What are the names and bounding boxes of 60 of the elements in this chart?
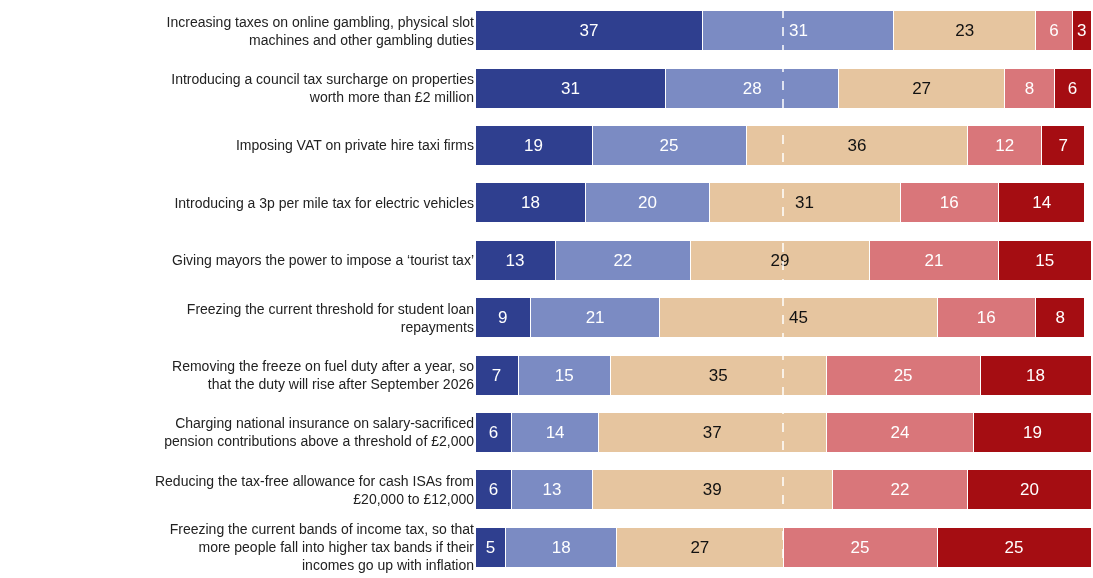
data-label: 15 xyxy=(1035,250,1055,270)
data-label: 22 xyxy=(890,480,910,500)
data-label: 21 xyxy=(924,250,944,270)
data-label: 39 xyxy=(702,480,722,500)
y-tick-label: Charging national insurance on salary-sacrificed pension contributions above a threshold of £2,000 xyxy=(164,415,475,450)
data-label: 6 xyxy=(488,480,499,500)
data-label: 14 xyxy=(545,423,565,442)
data-label: 31 xyxy=(561,78,580,98)
data-label: 14 xyxy=(1032,193,1052,213)
data-label: 27 xyxy=(690,537,710,557)
data-label: 25 xyxy=(893,365,913,385)
data-label: 16 xyxy=(939,193,959,213)
data-label: 12 xyxy=(995,136,1015,155)
data-label: 20 xyxy=(638,193,657,213)
data-label: 8 xyxy=(1055,308,1065,328)
data-label: 21 xyxy=(585,308,605,328)
data-label: 15 xyxy=(554,365,574,385)
data-label: 31 xyxy=(795,193,815,213)
y-tick-label: Freezing the current threshold for student loan repayments xyxy=(186,300,474,335)
data-label: 36 xyxy=(847,136,867,155)
data-label: 13 xyxy=(542,480,562,500)
data-label: 3 xyxy=(1077,21,1087,41)
data-label: 35 xyxy=(708,365,728,385)
y-tick-label: Freezing the current bands of income tax, so that more people fall into higher tax bands if their incomes go up with inflation xyxy=(169,521,475,574)
data-label: 6 xyxy=(488,423,499,442)
data-label: 31 xyxy=(788,21,808,41)
data-label: 25 xyxy=(659,136,679,155)
data-label: 9 xyxy=(497,308,508,328)
data-label: 8 xyxy=(1024,78,1035,98)
y-tick-label: Introducing a council tax surcharge on properties worth more than £2 million xyxy=(171,70,474,106)
data-label: 29 xyxy=(770,250,790,270)
data-label: 6 xyxy=(1067,78,1078,98)
data-label: 28 xyxy=(742,78,762,98)
data-label: 25 xyxy=(1004,537,1024,557)
data-label: 19 xyxy=(1023,423,1042,442)
data-label: 25 xyxy=(850,537,870,557)
data-label: 6 xyxy=(1049,21,1059,41)
data-label: 37 xyxy=(702,423,722,442)
data-label: 18 xyxy=(520,193,540,213)
y-tick-label: Imposing VAT on private hire taxi firms xyxy=(235,137,474,154)
y-tick-label: Introducing a 3p per mile tax for electric vehicles xyxy=(174,194,474,211)
y-tick-label: Reducing the tax-free allowance for cash ISAs from £20,000 to £12,000 xyxy=(154,472,475,507)
data-label: 13 xyxy=(505,250,525,270)
y-tick-label: Increasing taxes on online gambling, physical slot machines and other gambling duties xyxy=(166,13,475,48)
data-label: 27 xyxy=(912,78,932,98)
data-label: 24 xyxy=(890,423,910,442)
data-label: 18 xyxy=(551,537,571,557)
data-label: 16 xyxy=(976,308,996,328)
data-label: 19 xyxy=(524,136,543,155)
data-label: 5 xyxy=(485,537,496,557)
data-label: 45 xyxy=(788,308,808,328)
data-label: 23 xyxy=(955,21,975,41)
data-label: 18 xyxy=(1026,365,1046,385)
data-label: 20 xyxy=(1019,480,1039,500)
data-label: 7 xyxy=(491,365,502,385)
y-tick-label: Removing the freeze on fuel duty after a year, so that the duty will rise after September 2026 xyxy=(172,357,475,393)
data-label: 7 xyxy=(1058,136,1069,155)
data-label: 22 xyxy=(613,250,633,270)
y-tick-label: Giving mayors the power to impose a ‘tourist tax’ xyxy=(172,252,474,269)
data-label: 37 xyxy=(579,21,599,41)
